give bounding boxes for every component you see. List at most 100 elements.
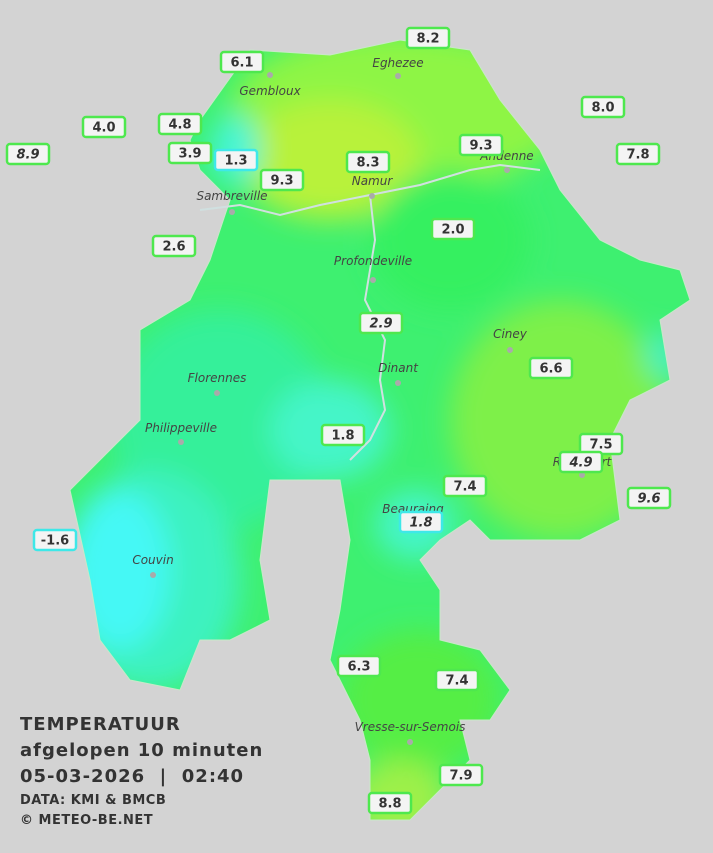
city-dot: [229, 209, 235, 215]
station: 7.9: [438, 763, 484, 787]
station-box: [367, 791, 413, 815]
station-box: [438, 763, 484, 787]
city-name: Profondeville: [334, 254, 412, 268]
station: 3.9: [167, 141, 213, 165]
station: 8.0: [580, 95, 626, 119]
city-dot: [395, 73, 401, 79]
station-box: [434, 668, 480, 692]
station-value: 1.3: [224, 154, 247, 169]
station-value: 9.6: [637, 492, 660, 507]
station-box: [558, 450, 604, 474]
source: DATA: KMI & BMCB: [20, 793, 166, 808]
station-value: 9.3: [469, 139, 492, 154]
copyright: © METEO-BE.NET: [20, 813, 153, 828]
station-box: [442, 474, 488, 498]
station-box: [336, 654, 382, 678]
river-meuse: [349, 194, 387, 461]
city-dot: [395, 380, 401, 386]
station: 1.3: [213, 148, 259, 172]
station-value: 7.4: [445, 674, 468, 689]
station: 4.0: [81, 115, 127, 139]
station-value: 3.9: [178, 147, 201, 162]
station-value: 8.9: [16, 148, 39, 163]
station: 9.3: [259, 168, 305, 192]
city-name: Namur: [352, 174, 394, 188]
station-box: [430, 217, 476, 241]
station-value: 8.2: [416, 32, 439, 47]
station-value: 9.3: [270, 174, 293, 189]
city-dot: [214, 390, 220, 396]
station-box: [32, 528, 78, 552]
city-dot: [370, 277, 376, 283]
station-box: [213, 148, 259, 172]
station: 4.9: [558, 450, 604, 474]
station: 7.4: [434, 668, 480, 692]
station: 2.0: [430, 217, 476, 241]
station-value: 6.1: [230, 56, 253, 71]
station: 6.1: [219, 50, 265, 74]
station-value: 7.9: [449, 769, 472, 784]
station-box: [398, 510, 444, 534]
city-dot: [267, 72, 273, 78]
city-dot: [507, 347, 513, 353]
city-dot: [178, 439, 184, 445]
station: 8.9: [5, 142, 51, 166]
city-name: Philippeville: [145, 421, 217, 435]
datetime: 05-03-2026 | 02:40: [20, 766, 244, 787]
station: -1.6: [32, 528, 78, 552]
station-box: [626, 486, 672, 510]
station-value: 2.0: [441, 223, 464, 238]
station-box: [151, 234, 197, 258]
station-value: 7.8: [626, 148, 649, 163]
station: 7.4: [442, 474, 488, 498]
station-value: 6.3: [347, 660, 370, 675]
station-value: 7.4: [453, 480, 476, 495]
station: 2.6: [151, 234, 197, 258]
station: 9.3: [458, 133, 504, 157]
station-value: -1.6: [41, 534, 69, 549]
station-value: 1.8: [409, 516, 432, 531]
title: TEMPERATUUR: [20, 714, 181, 735]
city-name: Gembloux: [239, 84, 301, 98]
city-name: Florennes: [188, 371, 247, 385]
station-value: 8.8: [378, 797, 401, 812]
station-value: 6.6: [539, 362, 562, 377]
station-box: [405, 26, 451, 50]
subtitle: afgelopen 10 minuten: [20, 740, 263, 761]
station-value: 4.0: [92, 121, 115, 136]
station-value: 8.0: [591, 101, 614, 116]
station-box: [219, 50, 265, 74]
station-box: [358, 311, 404, 335]
station-box: [5, 142, 51, 166]
station-box: [615, 142, 661, 166]
station-value: 1.8: [331, 429, 354, 444]
station: 1.8: [320, 423, 366, 447]
station: 6.6: [528, 356, 574, 380]
station-box: [458, 133, 504, 157]
station-box: [167, 141, 213, 165]
city-dot: [369, 193, 375, 199]
station: 9.6: [626, 486, 672, 510]
city-dot: [407, 739, 413, 745]
station-value: 4.9: [568, 456, 592, 471]
station: 4.8: [157, 112, 203, 136]
city-name: Ciney: [493, 327, 528, 341]
station: 8.2: [405, 26, 451, 50]
city-dot: [579, 472, 585, 478]
station-box: [259, 168, 305, 192]
city-name: Sambreville: [196, 189, 267, 203]
stations: 8.2 6.1 8.0 4.0 4.8 8.9 3.9 1.3 9.3 7.8 8.3 9.3 2.0 2…: [5, 26, 672, 815]
station-value: 2.9: [369, 317, 392, 332]
station: 7.8: [615, 142, 661, 166]
station: 8.8: [367, 791, 413, 815]
station: 1.8: [398, 510, 444, 534]
city-dot: [150, 572, 156, 578]
city-name: Couvin: [132, 553, 173, 567]
station-box: [320, 423, 366, 447]
station-value: 4.8: [168, 118, 191, 133]
station: 8.3: [345, 150, 391, 174]
city-name: Vresse-sur-Semois: [355, 720, 466, 734]
city-name: Dinant: [378, 361, 419, 375]
city-dot: [504, 167, 510, 173]
